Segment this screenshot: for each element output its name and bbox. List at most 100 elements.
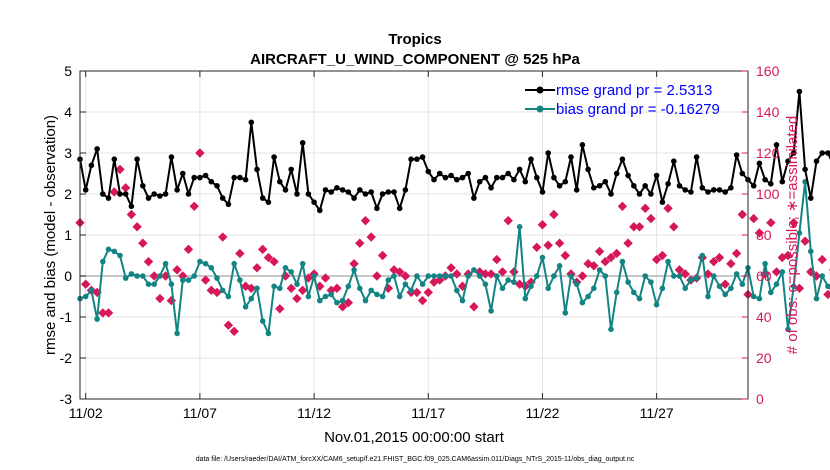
rmse-point <box>334 185 340 191</box>
bias-point <box>728 285 734 292</box>
bias-point <box>562 310 569 316</box>
bias-point <box>277 285 283 292</box>
rmse-point <box>534 174 540 181</box>
obs-point <box>663 203 673 214</box>
rmse-point <box>351 195 357 201</box>
y-left-tick-label: 2 <box>64 186 72 202</box>
bias-point <box>396 293 403 300</box>
bias-point <box>151 281 157 288</box>
y-left-tick-label: 0 <box>64 268 72 284</box>
obs-point <box>395 267 405 277</box>
x-tick-label: 11/12 <box>297 405 331 421</box>
rmse-point <box>259 195 266 201</box>
x-tick-label: 11/22 <box>525 405 559 421</box>
obs-point <box>726 258 736 269</box>
obs-point <box>669 222 679 232</box>
bias-point <box>317 297 323 304</box>
bias-point <box>282 265 289 271</box>
bias-point <box>122 275 129 281</box>
obs-point <box>817 254 827 265</box>
bias-point <box>225 293 232 300</box>
rmse-point <box>551 174 557 181</box>
obs-point <box>257 244 268 255</box>
bias-point <box>471 267 477 273</box>
rmse-point <box>322 187 329 193</box>
obs-point <box>469 302 479 312</box>
y-right-tick-label: 0 <box>756 391 764 407</box>
obs-point <box>120 183 131 193</box>
bias-point <box>248 295 255 302</box>
bias-point <box>322 293 329 300</box>
rmse-point <box>385 189 392 195</box>
obs-point <box>617 201 628 212</box>
bias-point <box>528 283 534 290</box>
rmse-point <box>357 187 363 193</box>
bias-point <box>94 316 100 322</box>
rmse-point <box>499 174 506 181</box>
rmse-point <box>728 185 734 191</box>
y-right-tick-label: 80 <box>756 227 772 243</box>
bias-point <box>465 273 472 279</box>
obs-point <box>452 269 462 279</box>
rmse-point <box>625 172 631 179</box>
bias-point <box>202 260 209 267</box>
rmse-point <box>202 172 209 179</box>
legend: rmse grand pr = 2.5313 bias grand pr = -… <box>525 82 720 118</box>
obs-point <box>549 209 559 220</box>
rmse-point <box>168 154 175 160</box>
rmse-point <box>117 191 123 197</box>
rmse-point <box>277 178 283 185</box>
obs-point <box>400 271 411 281</box>
rmse-point <box>779 178 786 185</box>
bias-point <box>756 295 763 302</box>
bias-point <box>271 283 277 290</box>
rmse-point <box>145 195 152 201</box>
rmse-point <box>105 195 112 201</box>
rmse-point <box>425 168 432 175</box>
bias-point <box>591 285 597 292</box>
obs-point <box>646 213 656 224</box>
bias-point <box>100 258 106 265</box>
rmse-point <box>556 183 563 189</box>
rmse-point <box>648 191 654 197</box>
rmse-point <box>122 191 129 197</box>
bias-point <box>819 273 825 279</box>
y-right-tick-label: 100 <box>756 186 780 202</box>
rmse-point <box>128 203 135 210</box>
rmse-point <box>311 199 317 205</box>
y-left-tick-label: 3 <box>64 145 72 161</box>
rmse-point <box>631 183 637 189</box>
rmse-point <box>796 88 803 95</box>
rmse-point <box>596 183 603 189</box>
bias-point <box>636 295 643 302</box>
bias-point <box>619 258 626 265</box>
bias-point <box>676 273 683 279</box>
rmse-point <box>522 178 529 185</box>
rmse-point <box>693 154 700 160</box>
rmse-point <box>140 183 146 189</box>
bias-point <box>379 293 386 300</box>
rmse-point <box>671 158 677 164</box>
obs-point <box>823 289 830 300</box>
bias-point <box>613 289 620 296</box>
rmse-point <box>773 142 780 148</box>
obs-point <box>560 250 571 261</box>
rmse-point <box>94 146 100 152</box>
rmse-point <box>328 189 335 195</box>
bias-point <box>476 273 483 279</box>
bias-point <box>334 299 340 306</box>
rmse-point <box>808 195 814 201</box>
obs-point <box>183 244 194 255</box>
rmse-point <box>528 156 534 162</box>
obs-point <box>143 256 154 267</box>
obs-point <box>446 263 456 273</box>
obs-point <box>200 275 211 285</box>
rmse-point <box>219 195 226 201</box>
bias-point <box>671 273 677 279</box>
obs-point <box>366 232 376 242</box>
rmse-point <box>716 187 723 193</box>
rmse-point <box>374 205 380 212</box>
y-right-tick-label: 40 <box>756 309 772 325</box>
rmse-point <box>710 187 717 193</box>
series-rmse <box>77 88 830 214</box>
